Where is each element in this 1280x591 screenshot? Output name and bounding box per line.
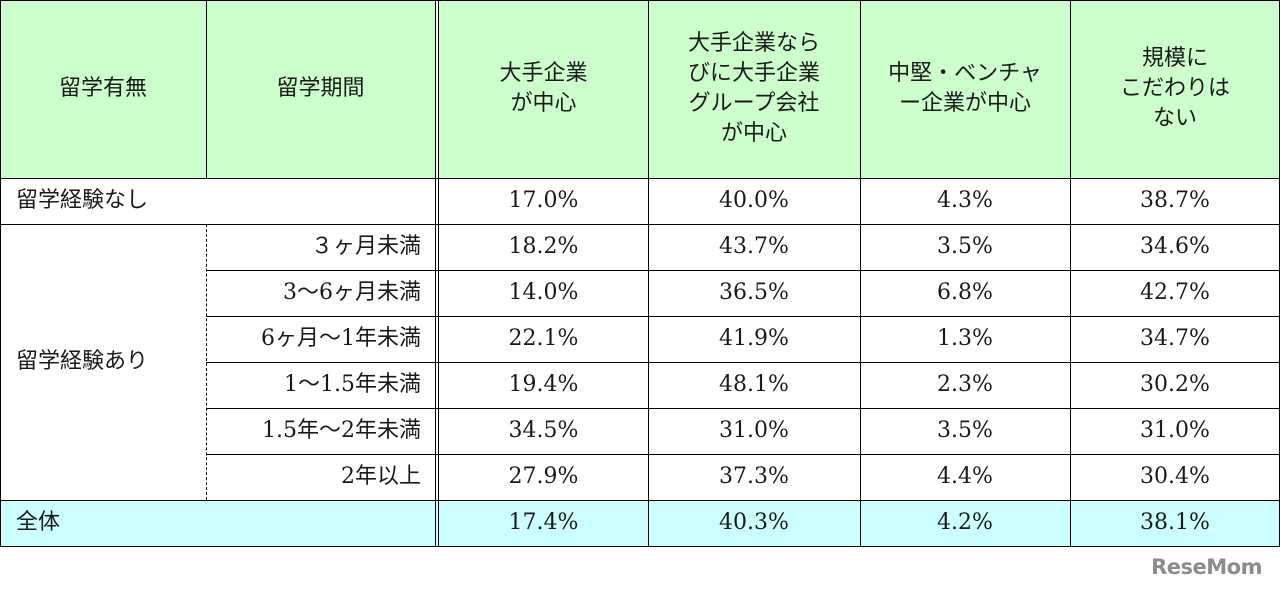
period-cell: ３ヶ月未満 bbox=[310, 234, 421, 259]
row-divider bbox=[0, 224, 1280, 225]
cell: 38.7% bbox=[1140, 188, 1210, 213]
cell: 18.2% bbox=[508, 234, 579, 259]
cell: 30.4% bbox=[1140, 464, 1210, 489]
cell: 4.3% bbox=[937, 188, 993, 213]
table-border-left bbox=[0, 0, 1, 547]
cell: 14.0% bbox=[508, 280, 579, 305]
table-border-bottom bbox=[0, 546, 1280, 547]
period-cell: 1.5年～2年未満 bbox=[262, 418, 421, 443]
data-table: 留学有無 留学期間 大手企業 が中心 大手企業なら びに大手企業 グループ会社 が中心 … bbox=[0, 0, 1280, 547]
cell: 34.5% bbox=[508, 418, 579, 443]
period-cell: 3～6ヶ月未満 bbox=[283, 280, 421, 305]
header-period-text: 留学期間 bbox=[276, 76, 365, 101]
row-divider bbox=[206, 316, 1280, 317]
header-divider bbox=[0, 178, 1280, 179]
header-period: 留学期間 bbox=[206, 0, 435, 178]
cell: 4.2% bbox=[860, 500, 1070, 546]
cell: 17.4% bbox=[439, 500, 648, 546]
cell: 31.0% bbox=[1140, 418, 1210, 443]
cell: 22.1% bbox=[508, 326, 579, 351]
row-divider bbox=[206, 454, 1280, 455]
cell: 6.8% bbox=[937, 280, 993, 305]
cell: 19.4% bbox=[508, 372, 579, 397]
col-divider bbox=[1070, 0, 1071, 547]
row-divider bbox=[206, 362, 1280, 363]
cell: 36.5% bbox=[719, 280, 789, 305]
period-cell: 2年以上 bbox=[341, 464, 421, 489]
cell: 43.7% bbox=[719, 234, 789, 259]
dashed-divider bbox=[206, 224, 207, 500]
cell: 27.9% bbox=[508, 464, 579, 489]
resemom-logo: ReseMom bbox=[1151, 555, 1262, 579]
cell: 40.3% bbox=[648, 500, 860, 546]
period-cell: 1～1.5年未満 bbox=[284, 372, 421, 397]
cell: 30.2% bbox=[1140, 372, 1210, 397]
header-abroad-text: 留学有無 bbox=[58, 76, 147, 101]
cell: 34.7% bbox=[1140, 326, 1210, 351]
cell: 42.7% bbox=[1140, 280, 1210, 305]
cell: 4.4% bbox=[937, 464, 993, 489]
table-border-top bbox=[0, 0, 1280, 1]
col-divider bbox=[860, 0, 861, 547]
header-col-3: 中堅・ベンチャ ー企業が中心 bbox=[860, 0, 1070, 178]
row-label-none: 留学経験なし bbox=[16, 188, 149, 213]
cell: 38.1% bbox=[1070, 500, 1280, 546]
header-col-2: 大手企業なら びに大手企業 グループ会社 が中心 bbox=[648, 0, 860, 178]
double-divider-b bbox=[438, 0, 439, 547]
cell: 3.5% bbox=[937, 234, 993, 259]
cell: 31.0% bbox=[719, 418, 789, 443]
header-col-1: 大手企業 が中心 bbox=[439, 0, 648, 178]
cell: 1.3% bbox=[937, 326, 993, 351]
cell: 3.5% bbox=[937, 418, 993, 443]
double-divider-a bbox=[435, 0, 436, 547]
cell: 17.0% bbox=[508, 188, 579, 213]
header-col-4: 規模に こだわりは ない bbox=[1070, 0, 1280, 178]
row-divider bbox=[0, 500, 1280, 501]
cell: 41.9% bbox=[719, 326, 789, 351]
row-divider bbox=[206, 408, 1280, 409]
cell: 37.3% bbox=[719, 464, 789, 489]
cell: 40.0% bbox=[719, 188, 789, 213]
cell: 48.1% bbox=[719, 372, 789, 397]
period-cell: 6ヶ月～1年未満 bbox=[261, 326, 421, 351]
cell: 34.6% bbox=[1140, 234, 1210, 259]
cell: 2.3% bbox=[937, 372, 993, 397]
double-line-gap bbox=[435, 500, 439, 546]
row-label-with: 留学経験あり bbox=[16, 349, 149, 374]
row-label-total: 全体 bbox=[0, 500, 435, 546]
header-abroad: 留学有無 bbox=[0, 0, 206, 178]
col-divider bbox=[206, 0, 207, 178]
row-divider bbox=[206, 270, 1280, 271]
col-divider bbox=[648, 0, 649, 547]
